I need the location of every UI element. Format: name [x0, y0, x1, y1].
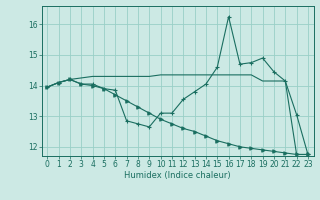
X-axis label: Humidex (Indice chaleur): Humidex (Indice chaleur): [124, 171, 231, 180]
